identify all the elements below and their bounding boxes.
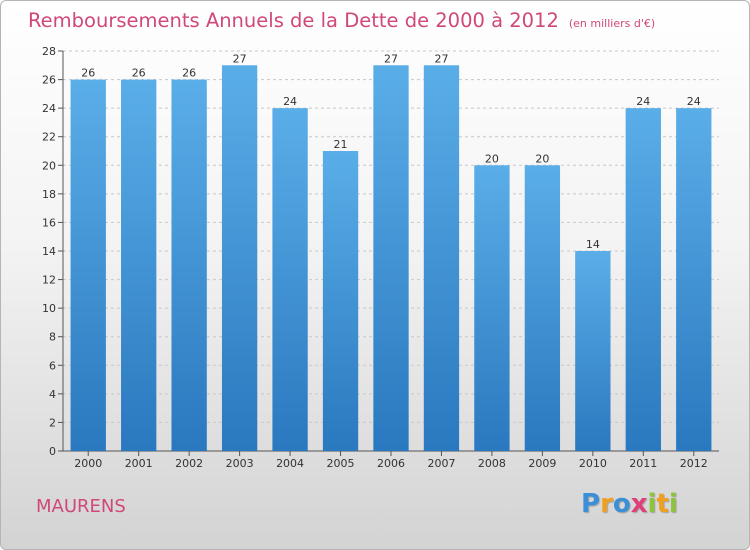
proxiti-logo: Proxiti [581,489,678,519]
bar [625,108,661,452]
y-tick-label: 24 [42,102,56,115]
chart-title: Remboursements Annuels de la Dette de 20… [28,9,655,32]
bar-value-label: 14 [586,238,600,251]
bar [322,151,359,451]
chart-title-text: Remboursements Annuels de la Dette de 20… [28,9,559,32]
y-tick-label: 8 [49,331,56,344]
bar [373,65,409,452]
bar-value-label: 24 [687,95,701,108]
bar-value-label: 21 [334,138,348,151]
bar [575,251,611,451]
y-tick-label: 20 [42,159,56,172]
x-tick-label: 2005 [327,457,355,470]
y-tick-label: 4 [49,388,56,401]
y-tick-label: 16 [42,216,56,229]
x-tick-label: 2012 [680,457,708,470]
bar-value-label: 20 [485,152,499,165]
bar [676,108,712,452]
y-tick-label: 26 [42,74,56,87]
y-tick-label: 14 [42,245,56,258]
y-tick-label: 28 [42,45,56,58]
bar-value-label: 26 [182,67,196,80]
commune-name: MAURENS [36,496,126,517]
bar-value-label: 27 [233,52,247,65]
bar [221,65,258,452]
x-tick-label: 2007 [427,457,455,470]
y-tick-label: 22 [42,131,56,144]
x-tick-label: 2009 [528,457,556,470]
x-tick-label: 2011 [629,457,657,470]
unit-label: (en milliers d'€) [568,17,656,30]
bar-value-label: 26 [81,67,95,80]
bar [171,79,207,452]
logo-letter: o [612,489,631,519]
x-tick-label: 2006 [377,457,405,470]
y-tick-label: 0 [49,445,56,458]
y-tick-label: 12 [42,274,56,287]
bar [272,108,308,452]
bar-value-label: 27 [434,52,448,65]
bar [474,165,510,452]
logo-letter: P [581,489,601,519]
logo-letter: i [668,489,678,519]
x-tick-label: 2003 [226,457,254,470]
bar [524,165,561,452]
x-tick-label: 2000 [74,457,102,470]
bar-value-label: 27 [384,52,398,65]
x-tick-label: 2010 [579,457,607,470]
x-tick-label: 2008 [478,457,506,470]
y-tick-label: 10 [42,302,56,315]
x-tick-label: 2002 [175,457,203,470]
logo-letter: r [600,489,613,519]
bar-value-label: 20 [535,152,549,165]
y-tick-label: 6 [49,359,56,372]
logo-letter: t [656,489,669,519]
bar [70,79,106,452]
x-tick-label: 2001 [125,457,153,470]
bar [423,65,460,452]
bar-value-label: 26 [132,67,146,80]
logo-letter: x [630,489,648,519]
bar [121,79,157,452]
y-tick-label: 18 [42,188,56,201]
bar-value-label: 24 [636,95,650,108]
y-tick-label: 2 [49,416,56,429]
bar-value-label: 24 [283,95,297,108]
logo-letter: i [647,489,657,519]
x-tick-label: 2004 [276,457,304,470]
